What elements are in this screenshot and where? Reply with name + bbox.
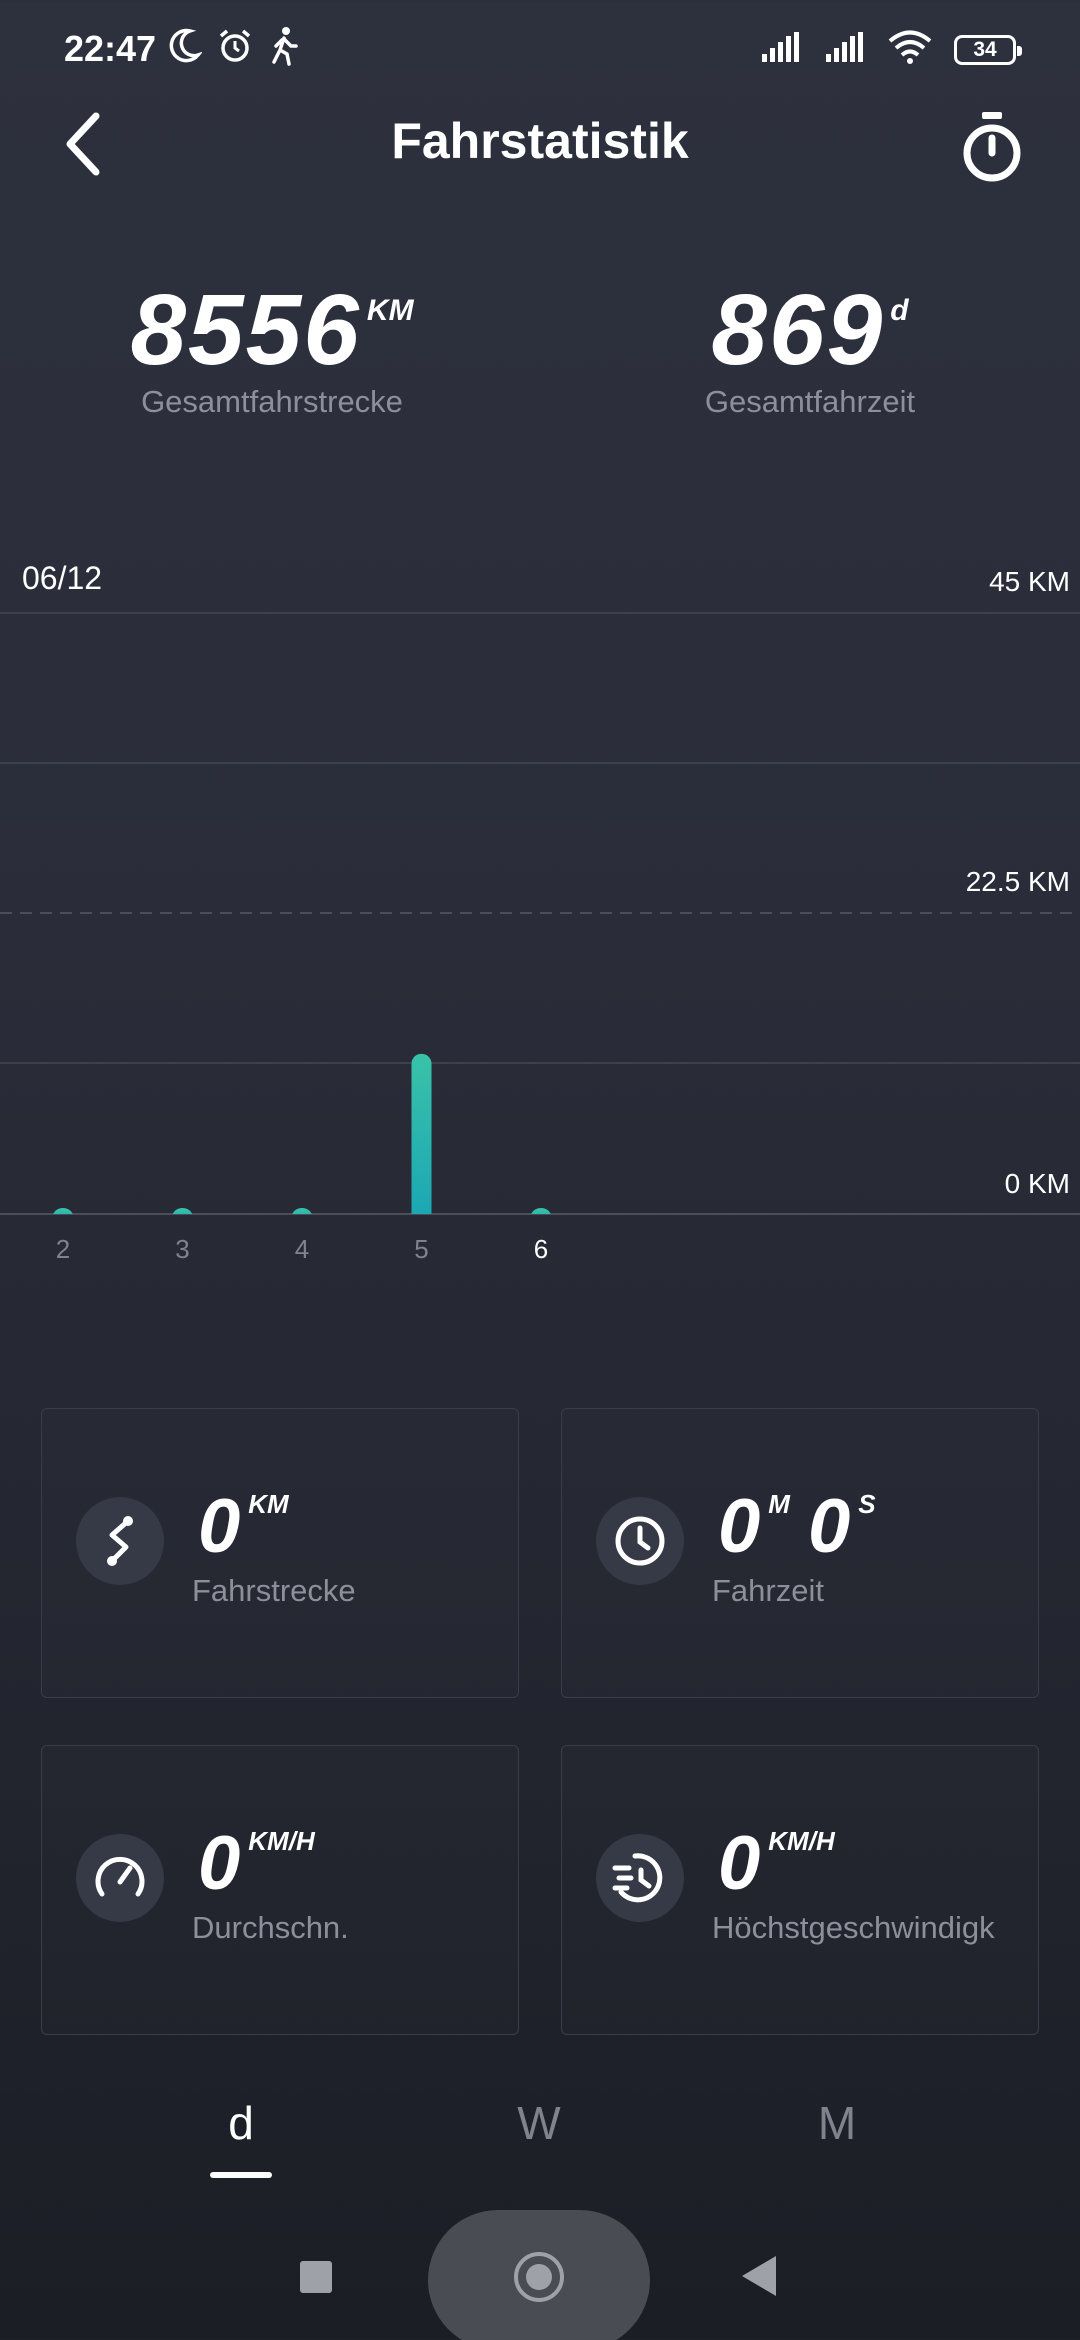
tab-active-indicator [210,2172,272,2178]
status-time: 22:47 [64,28,157,69]
back-icon[interactable] [742,2256,776,2296]
max-speed-label: Höchstgeschwindigk [712,1910,995,1945]
x-tick-label: 5 [414,1234,428,1264]
stopwatch-button[interactable] [958,110,1026,186]
total-distance-number: 8556 [130,274,361,386]
total-time-unit: d [890,294,909,327]
recents-icon[interactable] [300,2261,332,2293]
chart-bar[interactable] [53,1208,73,1224]
total-distance-unit: KM [366,294,414,327]
chevron-left-icon [66,112,100,176]
back-button[interactable] [56,108,116,180]
distance-unit: KM [248,1489,289,1519]
max-speed-value: 0 KM/H [718,1826,835,1902]
status-bar: 22:47 34 [0,0,1080,100]
signal-icon [760,32,802,67]
page-title: Fahrstatistik [391,113,689,169]
fast-timer-icon [596,1834,684,1922]
time-seconds: 0 [807,1484,851,1569]
chart-date: 06/12 [22,560,103,596]
chart-bar[interactable] [292,1208,312,1224]
max-speed-unit: KM/H [768,1826,835,1856]
status-icons-right: 34 [760,30,1022,69]
stopwatch-icon [963,112,1021,182]
distance-number: 0 [198,1484,241,1569]
walking-icon [268,26,300,71]
battery-level: 34 [973,37,997,61]
y-tick-min: 0 KM [1004,1168,1070,1199]
time-minutes: 0 [718,1484,761,1569]
chart-bar[interactable] [412,1054,432,1224]
x-tick-label: 4 [295,1234,309,1264]
distance-value: 0 KM [198,1489,289,1565]
chart-plot: 2 3 4 5 6 [0,612,1080,1264]
total-distance-label: Gesamtfahrstrecke [141,384,403,419]
tab-month[interactable]: M [817,2097,857,2149]
distance-label: Fahrstrecke [192,1573,356,1608]
y-tick-max: 45 KM [989,566,1070,597]
tab-day[interactable]: d [228,2097,254,2149]
chart-bar[interactable] [531,1208,551,1224]
total-time-label: Gesamtfahrzeit [704,384,916,419]
x-tick-label: 6 [534,1234,548,1264]
route-icon [76,1497,164,1585]
time-seconds-unit: S [858,1489,876,1519]
avg-speed-unit: KM/H [248,1826,315,1856]
time-label: Fahrzeit [712,1573,824,1608]
signal-icon [824,32,866,67]
home-icon [514,2252,564,2302]
clock-icon [596,1497,684,1585]
y-tick-mid: 22.5 KM [965,866,1070,897]
tab-week[interactable]: W [517,2097,561,2149]
chart-bar[interactable] [173,1208,193,1224]
total-time-number: 869 [711,274,885,386]
total-distance: 8556 KM Gesamtfahrstrecke [72,280,472,420]
x-tick-label: 3 [175,1234,189,1264]
wifi-icon [888,30,932,69]
total-time: 869 d Gesamtfahrzeit [610,280,1010,420]
stat-card-max-speed: 0 KM/H Höchstgeschwindigk [561,1745,1039,2035]
stat-card-distance: 0 KM Fahrstrecke [41,1408,519,1698]
battery-icon: 34 [954,34,1022,65]
avg-speed-label: Durchschn. [192,1910,349,1945]
stat-card-avg-speed: 0 KM/H Durchschn. [41,1745,519,2035]
status-icons-left [168,26,300,71]
x-tick-label: 2 [56,1234,70,1264]
alarm-icon [216,27,254,70]
speedometer-icon [76,1834,164,1922]
total-distance-value: 8556 KM [72,280,472,380]
max-speed-number: 0 [718,1821,761,1906]
total-time-value: 869 d [610,280,1010,380]
time-minutes-unit: M [768,1489,790,1519]
distance-chart[interactable]: 06/12 45 KM 22.5 KM 0 KM 2 3 4 5 6 [0,540,1080,1280]
avg-speed-value: 0 KM/H [198,1826,315,1902]
avg-speed-number: 0 [198,1821,241,1906]
moon-icon [168,27,204,70]
